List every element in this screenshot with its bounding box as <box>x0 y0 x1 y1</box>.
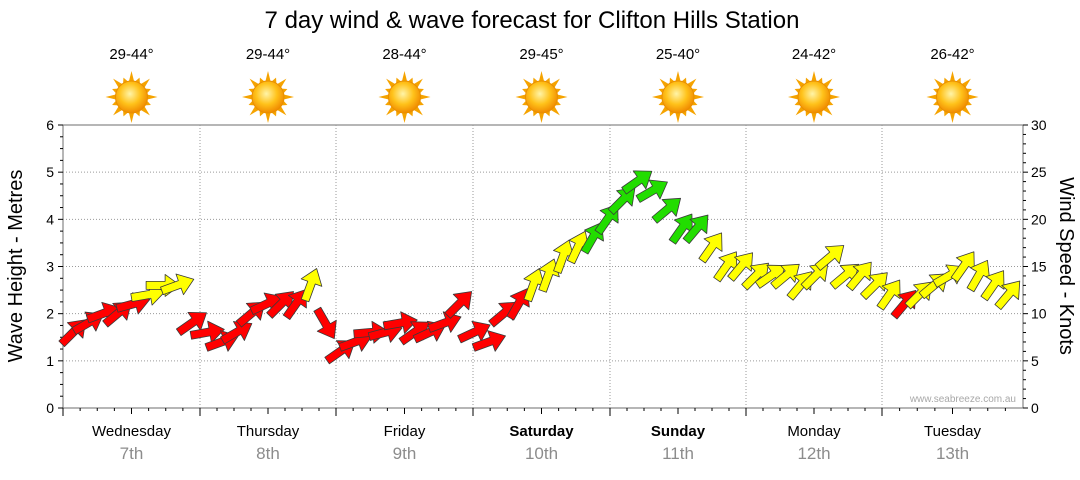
day-date-label: 11th <box>662 444 694 463</box>
wind-arrow <box>682 214 709 245</box>
right-axis-tick-label: 20 <box>1031 211 1047 227</box>
right-axis-label: Wind Speed - Knots <box>1055 177 1077 355</box>
right-axis-tick-label: 5 <box>1031 353 1039 369</box>
day-date-label: 10th <box>525 444 558 463</box>
day-name-label: Saturday <box>509 423 574 440</box>
day-date-label: 13th <box>936 444 969 463</box>
wind-arrow <box>382 311 418 334</box>
wind-arrow <box>994 280 1021 311</box>
wind-arrow <box>727 252 753 282</box>
day-date-label: 8th <box>256 444 280 463</box>
right-axis: 0 5 10 15 20 25 30 <box>1023 117 1047 416</box>
temperature-label: 26-42° <box>930 46 974 63</box>
wind-arrow <box>621 170 653 195</box>
wind-arrow <box>300 268 323 303</box>
wind-arrows <box>58 170 1021 365</box>
sun-icon <box>788 71 840 123</box>
wind-arrow <box>845 261 872 292</box>
sun-icon <box>515 71 568 123</box>
right-axis-tick-label: 10 <box>1031 306 1047 322</box>
wind-arrow <box>444 291 473 319</box>
watermark: www.seabreeze.com.au <box>909 394 1016 405</box>
wind-arrow <box>814 245 845 271</box>
sun-icon <box>652 71 704 123</box>
day-name-label: Thursday <box>237 423 300 440</box>
wind-arrow <box>457 320 491 344</box>
left-axis-tick-label: 2 <box>46 306 54 322</box>
grid <box>63 125 1023 408</box>
sun-icon <box>378 71 431 123</box>
wind-arrow <box>313 306 337 340</box>
day-name-label: Friday <box>384 423 426 440</box>
sun-icon <box>926 71 979 123</box>
day-name-label: Wednesday <box>92 423 171 440</box>
weather-row: 29-44° 29-44° 28-44° 29-45° 25-40° 24-42° 26-4… <box>105 46 979 123</box>
wind-arrow <box>698 232 723 264</box>
temperature-label: 28-44° <box>382 46 426 63</box>
left-axis-tick-label: 4 <box>46 211 54 227</box>
day-name-label: Tuesday <box>924 423 981 440</box>
chart-title: 7 day wind & wave forecast for Clifton H… <box>265 7 800 34</box>
wind-arrow <box>538 258 560 293</box>
right-axis-tick-label: 30 <box>1031 117 1047 133</box>
left-axis-tick-label: 5 <box>46 164 54 180</box>
wind-arrow <box>786 271 813 301</box>
temperature-label: 25-40° <box>656 46 700 63</box>
wind-arrow <box>770 263 800 290</box>
temperature-label: 29-44° <box>246 46 290 63</box>
wind-arrow <box>651 197 681 224</box>
left-axis-tick-label: 3 <box>46 259 54 275</box>
right-axis-tick-label: 15 <box>1031 259 1047 275</box>
wind-arrow <box>980 270 1005 302</box>
wind-arrow <box>607 187 636 216</box>
left-axis-tick-label: 0 <box>46 400 54 416</box>
wind-arrow <box>427 311 462 333</box>
day-name-label: Monday <box>787 423 841 440</box>
wind-arrow <box>860 272 888 300</box>
sun-icon <box>242 71 294 123</box>
wind-arrow <box>890 290 917 320</box>
left-axis-tick-label: 1 <box>46 353 54 369</box>
temperature-label: 29-45° <box>519 46 563 63</box>
temperature-label: 24-42° <box>792 46 836 63</box>
sun-icon <box>105 71 158 123</box>
left-axis: 0 1 2 3 4 5 6 <box>46 117 63 416</box>
left-axis-label: Wave Height - Metres <box>5 170 27 363</box>
wind-arrow <box>282 289 307 321</box>
day-date-label: 12th <box>797 444 830 463</box>
wind-arrow <box>220 321 253 345</box>
x-axis-day-labels: Wednesday 7th Thursday 8th Friday 9th Saturday… <box>62 408 1006 463</box>
right-axis-tick-label: 0 <box>1031 400 1039 416</box>
right-axis-tick-label: 25 <box>1031 164 1047 180</box>
left-axis-tick-label: 6 <box>46 117 54 133</box>
wind-arrow <box>160 273 195 296</box>
temperature-label: 29-44° <box>109 46 153 63</box>
day-name-label: Sunday <box>651 423 706 440</box>
wind-arrow <box>635 179 668 203</box>
wind-arrow <box>471 330 506 352</box>
day-date-label: 9th <box>393 444 417 463</box>
wind-arrow <box>506 288 530 321</box>
wind-arrow <box>876 279 901 311</box>
day-date-label: 7th <box>120 444 144 463</box>
